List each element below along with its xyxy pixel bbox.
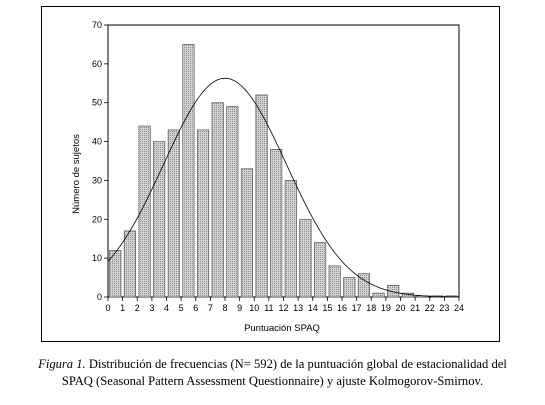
x-tick-label-16: 16 <box>337 303 347 313</box>
bar-6 <box>197 129 210 298</box>
bar-18 <box>372 292 385 298</box>
normal-fit-curve <box>107 77 460 298</box>
bar-1 <box>123 230 136 298</box>
x-tick-label-8: 8 <box>222 303 227 313</box>
y-tick-label-5: 50 <box>92 98 102 108</box>
bar-0 <box>109 250 122 298</box>
bar-19 <box>387 284 400 298</box>
x-tick-label-3: 3 <box>149 303 154 313</box>
x-tick-label-0: 0 <box>105 303 110 313</box>
x-tick-label-10: 10 <box>249 303 259 313</box>
y-tick-label-0: 0 <box>97 292 102 302</box>
bar-12 <box>284 180 297 298</box>
x-tick-label-1: 1 <box>120 303 125 313</box>
x-tick-label-14: 14 <box>308 303 318 313</box>
x-tick-label-18: 18 <box>366 303 376 313</box>
x-tick-label-6: 6 <box>193 303 198 313</box>
y-axis: 0 10 20 30 40 50 60 70 <box>92 20 108 302</box>
x-tick-label-7: 7 <box>208 303 213 313</box>
y-tick-label-2: 20 <box>92 214 102 224</box>
bars <box>109 44 458 298</box>
x-tick-label-4: 4 <box>164 303 169 313</box>
caption-line-1: Figura 1. Distribución de frecuencias (N… <box>0 356 545 373</box>
plot-area-frame <box>107 24 460 298</box>
x-axis: 0 1 2 3 4 5 6 7 8 9 10 11 12 13 14 15 16 17 18 19 20 21 22 23 24 <box>105 297 464 313</box>
y-tick-label-4: 40 <box>92 137 102 147</box>
bar-5 <box>182 44 195 298</box>
bar-13 <box>299 218 312 298</box>
x-tick-label-9: 9 <box>237 303 242 313</box>
y-tick-label-1: 10 <box>92 253 102 263</box>
x-tick-label-17: 17 <box>352 303 362 313</box>
bar-10 <box>255 94 268 298</box>
y-axis-label: Número de sujetos <box>71 134 82 214</box>
bar-14 <box>314 242 327 298</box>
x-tick-label-13: 13 <box>293 303 303 313</box>
x-axis-label: Puntuación SPAQ <box>244 323 320 334</box>
bar-17 <box>357 273 370 298</box>
x-tick-label-22: 22 <box>425 303 435 313</box>
bar-8 <box>226 106 239 298</box>
x-tick-label-24: 24 <box>454 303 464 313</box>
bar-16 <box>343 277 356 298</box>
bar-4 <box>167 129 180 298</box>
x-tick-label-11: 11 <box>264 303 273 313</box>
x-tick-label-23: 23 <box>439 303 449 313</box>
bar-3 <box>153 141 166 298</box>
y-tick-label-6: 60 <box>92 59 102 69</box>
x-tick-label-21: 21 <box>410 303 420 313</box>
y-tick-label-7: 70 <box>92 20 102 30</box>
caption-line-1-text: Distribución de frecuencias (N= 592) de … <box>85 357 507 371</box>
y-tick-label-3: 30 <box>92 175 102 185</box>
bar-11 <box>270 148 283 298</box>
x-tick-label-15: 15 <box>322 303 332 313</box>
x-tick-label-12: 12 <box>278 303 288 313</box>
x-tick-label-20: 20 <box>395 303 405 313</box>
figure-caption: Figura 1. Distribución de frecuencias (N… <box>0 356 545 390</box>
bar-15 <box>328 265 341 298</box>
x-tick-label-19: 19 <box>381 303 391 313</box>
caption-line-2: SPAQ (Seasonal Pattern Assessment Questi… <box>61 374 484 388</box>
bar-2 <box>138 125 151 298</box>
bar-9 <box>240 168 253 298</box>
figure-frame: 0 10 20 30 40 50 60 70 0 1 2 3 4 5 6 7 8 9 10 11 12 13 14 15 16… <box>41 6 500 342</box>
bar-7 <box>211 102 224 298</box>
x-tick-label-2: 2 <box>135 303 140 313</box>
caption-figure-label: Figura 1. <box>38 357 86 371</box>
x-tick-label-5: 5 <box>179 303 184 313</box>
